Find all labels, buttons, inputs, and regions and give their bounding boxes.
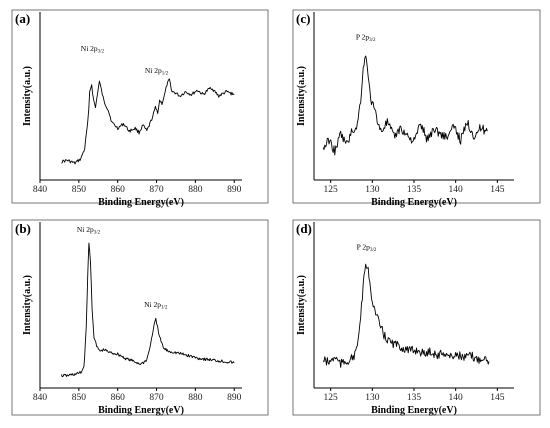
panel-frame [292,219,541,416]
x-axis-title: Binding Energy(eV) [98,405,184,416]
peak-annotation: Ni 2p3/2 [81,44,105,55]
peak-annotation: P 2p3/2 [357,242,377,253]
x-tick-label: 870 [149,393,164,403]
x-axis-title: Binding Energy(eV) [371,405,457,416]
x-tick-label: 140 [449,393,464,403]
y-axis-title: Intensity(a.u.) [22,275,33,335]
peak-annotation: Ni 2p1/2 [144,300,168,311]
x-tick-label: 840 [33,393,48,403]
y-axis-title: Intensity(a.u.) [296,275,307,335]
panel-d: (d) 125 130 135 140 145 Binding Energy(eV) Inte… [292,219,541,416]
x-tick-label: 850 [72,185,87,195]
peak-annotation: Ni 2p1/2 [145,66,169,77]
x-tick-label: 890 [227,185,242,195]
spectrum-trace [61,78,235,165]
x-tick-label: 135 [407,393,422,403]
panel-label: (d) [296,221,312,236]
panel-a: (a) 840 850 860 870 880 890 Binding Energy(eV) I… [11,9,269,208]
panel-b: (b) 840 850 860 870 880 890 Binding Energy(eV) I… [11,219,269,416]
x-tick-label: 145 [490,185,505,195]
x-tick-label: 130 [365,393,380,403]
x-tick-label: 880 [188,185,203,195]
y-axis-title: Intensity(a.u.) [22,66,33,126]
x-tick-label: 870 [149,185,164,195]
x-tick-label: 145 [490,393,505,403]
x-tick-label: 130 [365,185,380,195]
x-tick-label: 860 [111,185,126,195]
panel-label: (a) [15,11,30,26]
x-axis-title: Binding Energy(eV) [371,197,457,208]
spectrum-trace [60,242,235,378]
panel-frame [11,219,269,416]
panel-label: (b) [15,221,31,236]
x-tick-label: 125 [324,393,339,403]
panel-c: (c) 125 130 135 140 145 Binding Energy(eV) Inte… [292,9,541,208]
x-tick-label: 140 [449,185,464,195]
x-tick-label: 850 [72,393,87,403]
panel-frame [11,9,269,204]
x-axis-title: Binding Energy(eV) [98,197,184,208]
y-axis-title: Intensity(a.u.) [296,66,307,126]
peak-annotation: Ni 2p3/2 [77,225,101,236]
spectrum-trace [322,263,490,368]
panel-frame [292,9,541,204]
x-tick-label: 880 [188,393,203,403]
x-tick-label: 890 [227,393,242,403]
x-tick-label: 135 [407,185,422,195]
x-tick-label: 125 [324,185,339,195]
x-tick-label: 860 [111,393,126,403]
panel-label: (c) [296,11,310,26]
x-tick-label: 840 [33,185,48,195]
spectrum-trace [322,55,488,156]
peak-annotation: P 2p3/2 [356,33,376,44]
